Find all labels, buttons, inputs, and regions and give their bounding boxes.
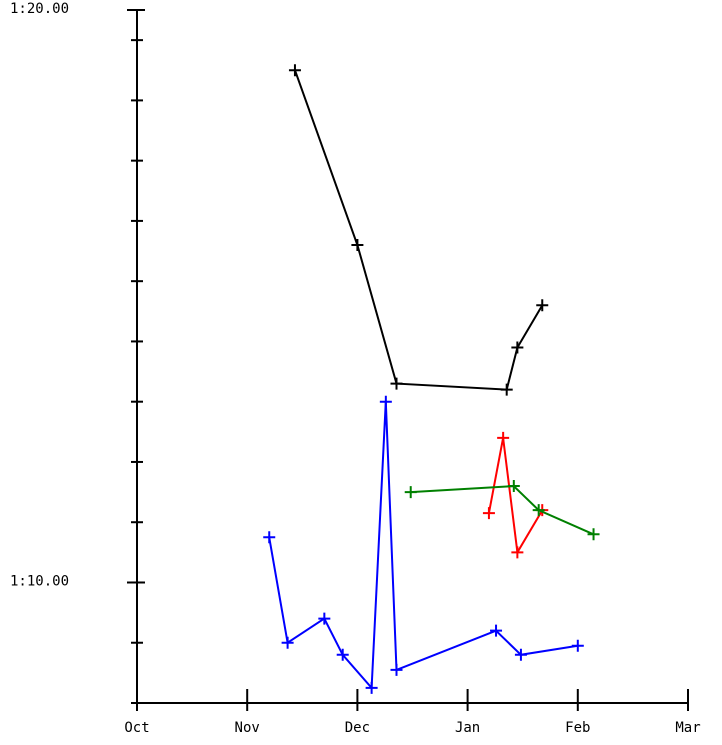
x-tick-label: Jan [455, 720, 480, 736]
data-point [404, 486, 417, 499]
data-point [365, 681, 378, 694]
data-point [507, 480, 520, 493]
data-point [288, 64, 301, 77]
data-point [336, 648, 349, 661]
data-point [490, 624, 503, 637]
data-point [281, 636, 294, 649]
x-tick-label: Nov [235, 720, 260, 736]
series-0 [288, 64, 549, 396]
data-point [536, 299, 549, 312]
data-point [390, 663, 403, 676]
series-line [294, 69, 544, 391]
data-point [263, 531, 276, 544]
data-point [571, 639, 584, 652]
data-point [514, 648, 527, 661]
data-point [351, 239, 364, 252]
data-point [318, 612, 331, 625]
x-tick-label: Dec [345, 720, 370, 736]
series-line [410, 485, 594, 536]
data-point [497, 431, 510, 444]
data-point [390, 377, 403, 390]
chart-series [263, 64, 600, 694]
y-tick-label: 1:10.00 [10, 573, 69, 589]
chart-axes: 1:10.00 1:20.00 Oct Nov Dec Jan Feb Mar [10, 1, 701, 736]
series-3 [404, 480, 600, 541]
series-line [487, 437, 544, 556]
series-2 [482, 431, 549, 559]
series-1 [263, 395, 584, 694]
data-point [482, 507, 495, 520]
data-point [532, 504, 545, 517]
x-tick-label: Mar [675, 720, 700, 736]
data-point [500, 383, 513, 396]
data-point [511, 546, 524, 559]
data-point [587, 528, 600, 541]
data-point [511, 341, 524, 354]
x-tick-label: Oct [124, 720, 149, 736]
y-tick-label: 1:20.00 [10, 1, 69, 17]
series-line [268, 401, 578, 691]
x-tick-label: Feb [565, 720, 590, 736]
data-point [379, 395, 392, 408]
